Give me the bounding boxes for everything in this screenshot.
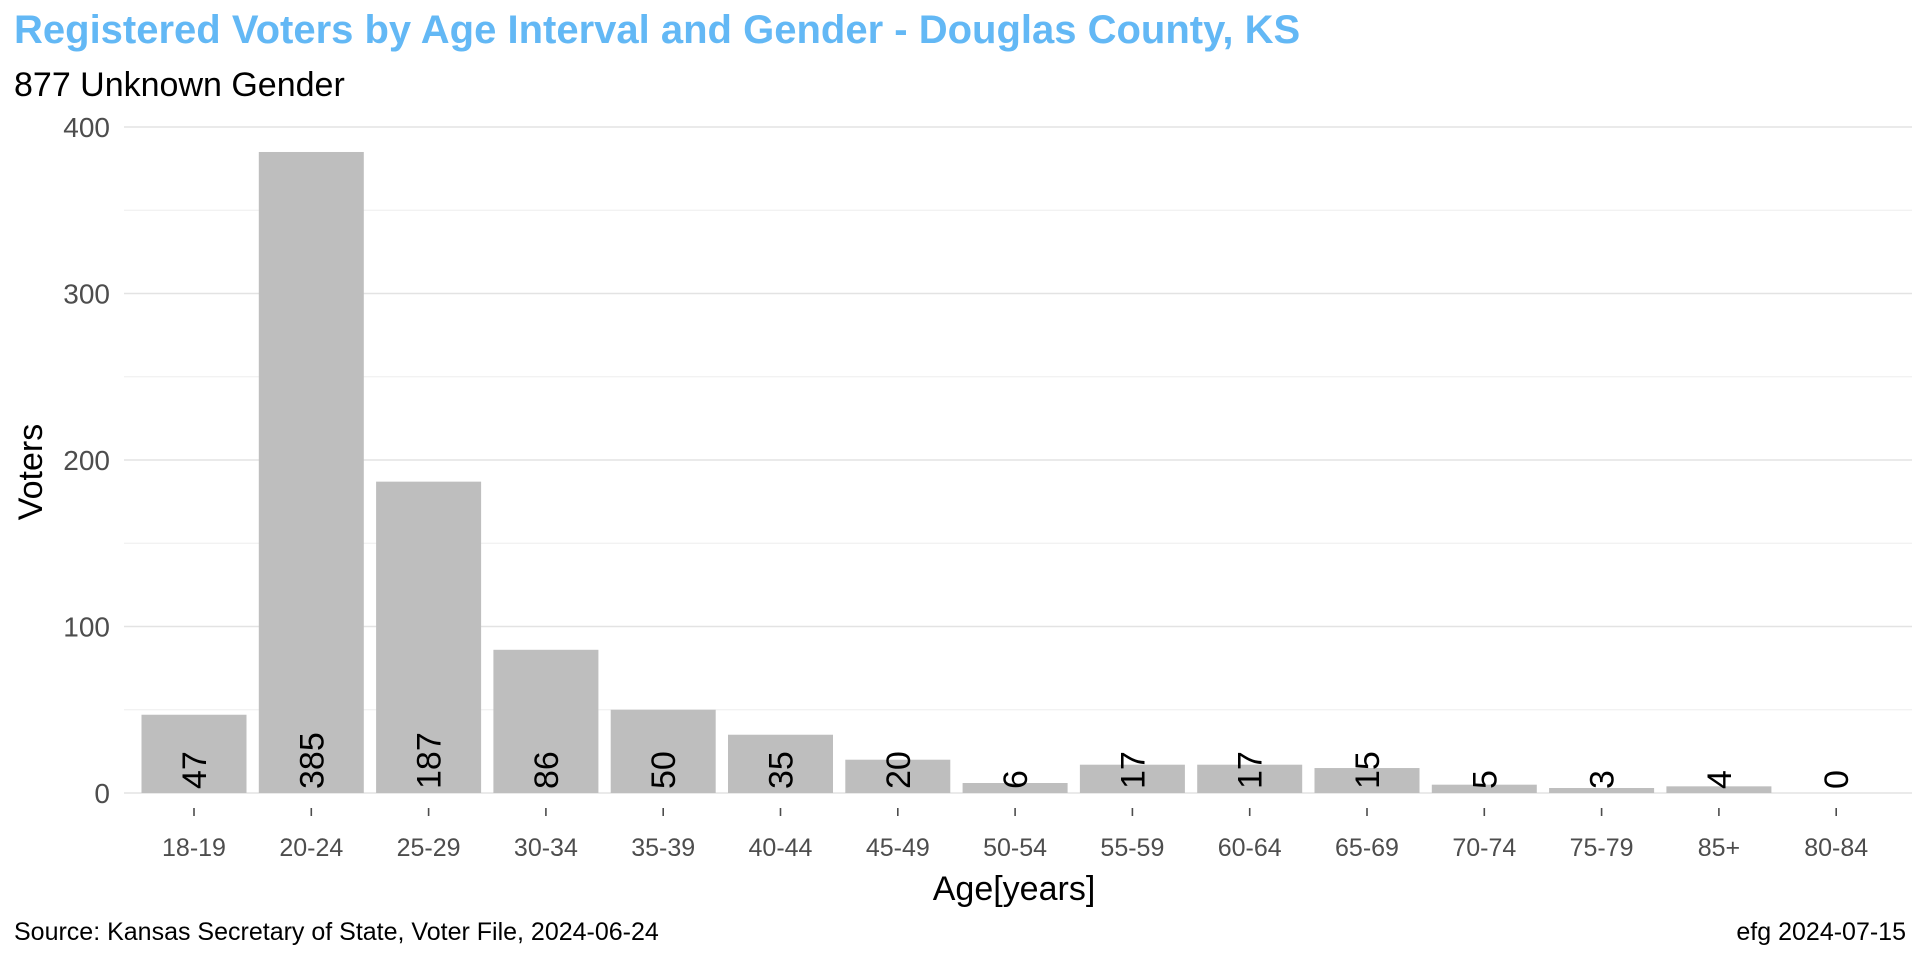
bar-value-label: 86 [528, 751, 566, 789]
x-tick-label: 25-29 [397, 834, 461, 862]
x-tick-label: 65-69 [1335, 834, 1399, 862]
bar-value-label: 385 [293, 732, 331, 789]
bar [141, 714, 247, 793]
bar [845, 759, 951, 793]
bar [1549, 788, 1655, 793]
chart-title: Registered Voters by Age Interval and Ge… [14, 8, 1301, 52]
bar-value-label: 35 [763, 751, 801, 789]
bar-value-label: 20 [880, 751, 918, 789]
bar-value-label: 50 [645, 751, 683, 789]
bars [141, 151, 1772, 794]
bar-value-label: 5 [1466, 770, 1504, 789]
bar-value-label: 4 [1701, 770, 1739, 789]
y-tick-label: 0 [94, 778, 110, 809]
bar [258, 151, 364, 794]
bar [962, 783, 1068, 793]
y-tick-label: 200 [63, 445, 110, 476]
source-caption: Source: Kansas Secretary of State, Voter… [14, 918, 659, 946]
bar [1314, 768, 1420, 793]
bar [493, 649, 599, 793]
bar-value-label: 0 [1818, 770, 1856, 789]
y-axis-ticks: 0 100 200 300 400 [63, 112, 110, 809]
author-date-caption: efg 2024-07-15 [1736, 918, 1906, 946]
bar-value-label: 6 [997, 770, 1035, 789]
bar-value-label: 17 [1232, 751, 1270, 789]
x-tick-label: 20-24 [279, 834, 343, 862]
chart-subtitle: 877 Unknown Gender [14, 66, 345, 104]
bar [1079, 764, 1185, 793]
bar-value-label: 187 [411, 732, 449, 789]
x-tick-label: 55-59 [1100, 834, 1164, 862]
bar [1197, 764, 1303, 793]
x-tick-label: 75-79 [1570, 834, 1634, 862]
x-tick-label: 50-54 [983, 834, 1047, 862]
y-axis-title: Voters [12, 424, 50, 520]
bar [376, 481, 482, 793]
y-tick-label: 300 [63, 279, 110, 310]
x-axis-title: Age[years] [933, 870, 1096, 908]
bar-value-label: 47 [176, 751, 214, 789]
y-tick-label: 400 [63, 112, 110, 143]
x-tick-label: 18-19 [162, 834, 226, 862]
x-tick-label: 60-64 [1218, 834, 1282, 862]
x-tick-label: 30-34 [514, 834, 578, 862]
bar [728, 734, 833, 793]
y-tick-label: 100 [63, 612, 110, 643]
bar-value-label: 17 [1114, 751, 1152, 789]
x-tick-label: 85+ [1698, 834, 1740, 862]
x-tick-label: 40-44 [749, 834, 813, 862]
x-tick-label: 35-39 [631, 834, 695, 862]
x-tick-label: 80-84 [1804, 834, 1868, 862]
bar [1666, 786, 1772, 793]
x-tick-label: 45-49 [866, 834, 930, 862]
x-axis-ticks: 18-19 20-24 25-29 30-34 35-39 40-44 45-49 50-54… [162, 808, 1868, 862]
bar [1431, 784, 1537, 793]
bar-value-label: 3 [1584, 770, 1622, 789]
bar-labels: 47 385 187 86 50 35 20 6 17 17 15 5 3 4 0 [176, 732, 1856, 789]
bar [610, 709, 716, 793]
x-tick-label: 70-74 [1452, 834, 1516, 862]
bar-value-label: 15 [1349, 751, 1387, 789]
